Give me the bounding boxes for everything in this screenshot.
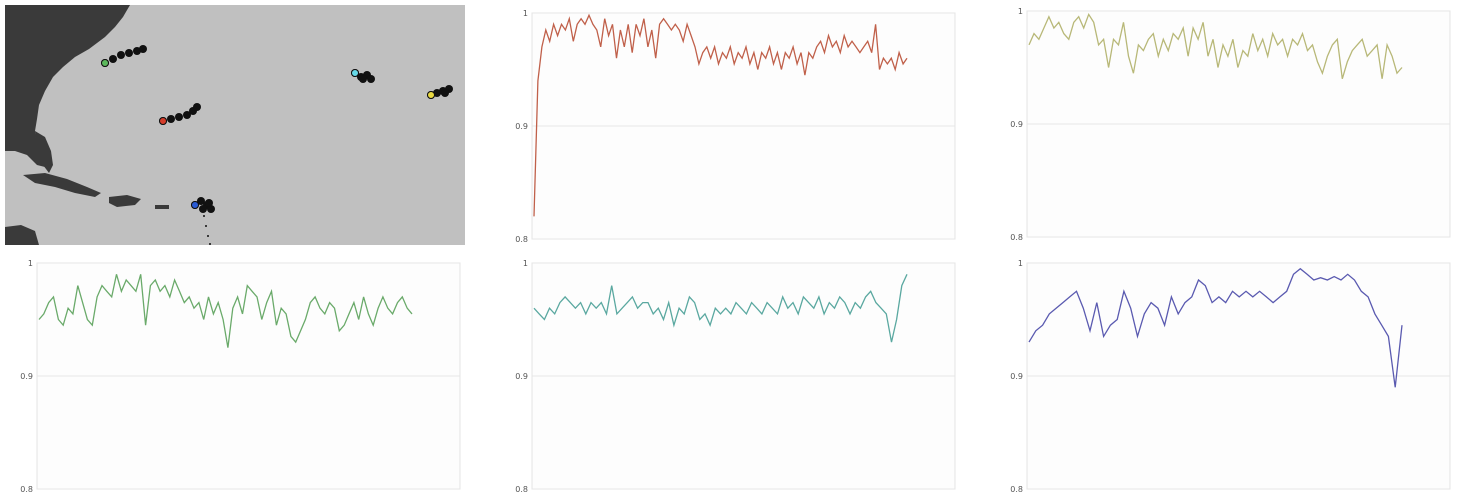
map-panel [5,5,465,245]
hispaniola-island [109,195,141,207]
puerto-rico-island [155,205,169,209]
chart-panel-5: 1 0.9 0.8 [995,255,1455,495]
track-yellow-point [441,89,449,97]
track-cyan-point [367,75,375,83]
y-tick-label: 0.9 [515,122,528,131]
line-chart-3: 1 0.9 0.8 [5,255,465,495]
track-red-point [167,115,175,123]
y-tick-label: 1 [28,259,33,268]
track-blue-point [199,205,207,213]
track-cyan [351,69,375,83]
y-tick-label: 0.8 [515,485,528,494]
series-line [1028,267,1403,388]
y-tick-label: 0.9 [20,372,33,381]
y-tick-label: 0.8 [1010,233,1023,242]
y-tick-label: 0.9 [1010,120,1023,129]
y-tick-label: 0.9 [1010,372,1023,381]
track-green [101,45,147,67]
line-chart-4: 1 0.9 0.8 [500,255,960,495]
cuba-island [23,173,101,197]
track-green-point [125,49,133,57]
lesser-antilles [203,215,211,245]
track-blue-point [197,197,205,205]
track-cyan-point [359,75,367,83]
track-blue [191,197,215,213]
track-green-point [139,45,147,53]
chart-panel-2: 1 0.9 0.8 [995,3,1455,243]
track-red [159,103,201,125]
y-tick-label: 1 [1018,259,1023,268]
chart-panel-4: 1 0.9 0.8 [500,255,960,495]
track-red-point [193,103,201,111]
y-tick-label: 1 [523,9,528,18]
series-line [533,13,908,217]
y-tick-label: 0.9 [515,372,528,381]
north-america-landmass [5,5,130,167]
florida-peninsula [35,131,53,173]
chart-panel-1: 1 0.9 0.8 [500,5,960,245]
y-tick-label: 1 [1018,7,1023,16]
line-chart-5: 1 0.9 0.8 [995,255,1455,495]
y-tick-label: 0.8 [1010,485,1023,494]
series-line [533,274,908,343]
track-green-start-marker [101,59,109,67]
track-yellow [427,85,453,99]
y-tick-label: 0.8 [515,235,528,244]
track-blue-point [205,199,213,207]
track-green-point [117,51,125,59]
y-tick-label: 1 [523,259,528,268]
series-line [1028,12,1403,79]
line-chart-2: 1 0.9 0.8 [995,3,1455,243]
track-red-start-marker [159,117,167,125]
track-red-point [183,111,191,119]
track-cyan-start-marker [351,69,359,77]
track-green-point [109,55,117,63]
south-america-coast [5,225,39,245]
map-svg [5,5,465,245]
track-red-point [175,113,183,121]
track-yellow-start-marker [427,91,435,99]
series-line [38,274,413,348]
line-chart-1: 1 0.9 0.8 [500,5,960,245]
track-blue-start-marker [191,201,199,209]
y-tick-label: 0.8 [20,485,33,494]
chart-panel-3: 1 0.9 0.8 [5,255,465,495]
